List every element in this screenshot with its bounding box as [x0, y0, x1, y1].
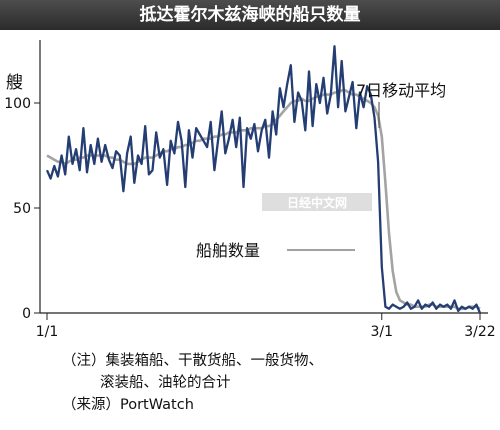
note-line-1: （注）集装箱船、干散货船、一般货物、 — [62, 353, 323, 369]
x-tick-mar1-label: 3/1 — [370, 324, 393, 340]
x-ticks: 1/1 3/1 3/22 — [36, 313, 496, 340]
y-tick-100-label: 100 — [4, 96, 31, 112]
y-tick-50-label: 50 — [13, 201, 31, 217]
svg-text:日经中文网: 日经中文网 — [287, 195, 347, 210]
source-line: （来源）PortWatch — [62, 397, 194, 413]
x-tick-mar22-label: 3/22 — [464, 324, 495, 340]
note-line-2: 滚装船、油轮的合计 — [100, 375, 231, 391]
y-axis-label: 艘 — [6, 73, 23, 93]
line-chart: 艘 0 50 100 1/1 3/1 3/22 日经中文网 — [4, 40, 496, 340]
watermark-logo: 日经中文网 — [262, 193, 372, 211]
y-tick-0-label: 0 — [22, 306, 31, 322]
chart-notes: （注）集装箱船、干散货船、一般货物、 滚装船、油轮的合计 （来源）PortWat… — [62, 350, 492, 416]
annotation-moving-average: 7日移动平均 — [356, 81, 446, 100]
annotation-ship-count: 船舶数量 — [196, 241, 260, 260]
chart-title: 抵达霍尔木兹海峡的船只数量 — [0, 0, 500, 30]
x-tick-jan1-label: 1/1 — [36, 324, 59, 340]
series-line-ship-count — [45, 45, 482, 314]
chart-area: 艘 0 50 100 1/1 3/1 3/22 日经中文网 — [0, 30, 500, 350]
y-ticks: 0 50 100 — [4, 96, 40, 322]
